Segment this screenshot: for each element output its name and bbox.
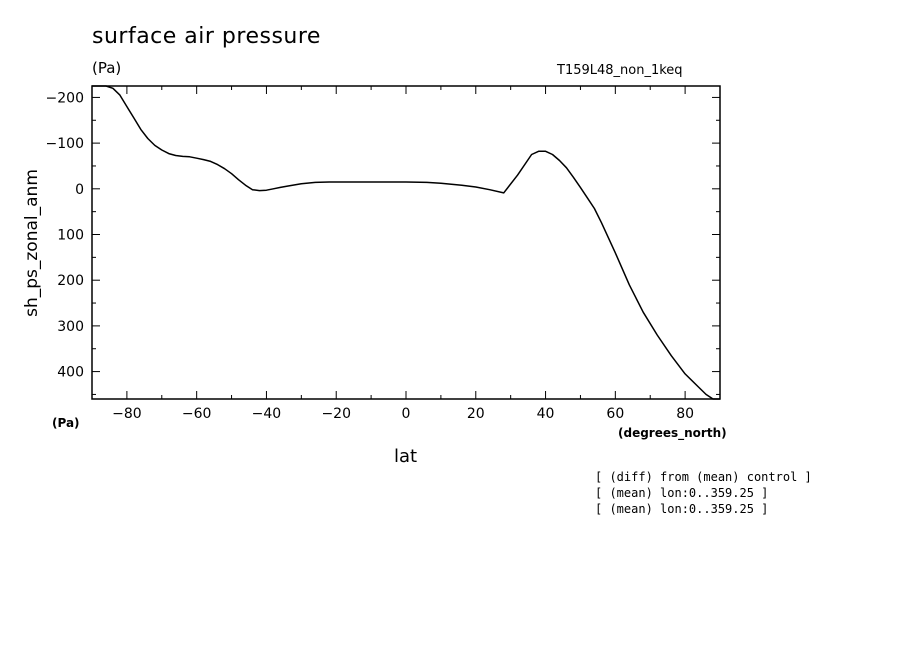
x-tick-label: 20 — [467, 406, 485, 422]
series-line — [92, 85, 720, 400]
x-tick-label: −20 — [321, 406, 351, 422]
y-unit-label: (Pa) — [92, 59, 122, 77]
y-tick-label: 200 — [57, 273, 84, 289]
plot-frame — [91, 85, 721, 400]
note-line-1: [ (diff) from (mean) control ] — [595, 470, 812, 484]
x-tick-label: −40 — [252, 406, 282, 422]
y-tick-label: 400 — [57, 365, 84, 381]
y-tick-label: 100 — [57, 228, 84, 244]
run-id-label: T159L48_non_1keq — [557, 63, 683, 78]
x-unit-label: (degrees_north) — [618, 426, 727, 440]
x-tick-label: 40 — [537, 406, 555, 422]
y-tick-label: −200 — [46, 90, 84, 106]
y-tick-label: 0 — [75, 182, 84, 198]
y-tick-label: −100 — [46, 136, 84, 152]
y-tick-label: 300 — [57, 319, 84, 335]
x-axis-label: lat — [394, 446, 418, 467]
x-tick-label: −80 — [112, 406, 142, 422]
x-unit-left-label: (Pa) — [52, 416, 80, 430]
note-line-3: [ (mean) lon:0..359.25 ] — [595, 502, 769, 516]
x-tick-label: −60 — [182, 406, 212, 422]
x-tick-label: 0 — [402, 406, 411, 422]
chart-title: surface air pressure — [92, 24, 321, 49]
x-tick-label: 80 — [676, 406, 694, 422]
x-tick-label: 60 — [606, 406, 624, 422]
note-line-2: [ (mean) lon:0..359.25 ] — [595, 486, 769, 500]
